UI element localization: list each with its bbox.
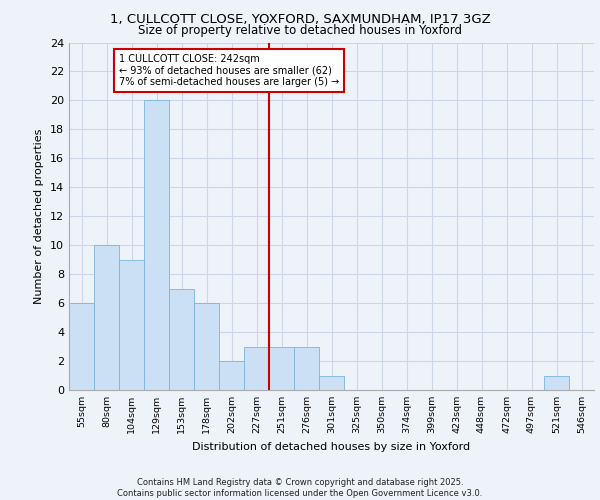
Bar xyxy=(169,288,194,390)
Bar xyxy=(319,376,344,390)
Y-axis label: Number of detached properties: Number of detached properties xyxy=(34,128,44,304)
Bar xyxy=(219,361,244,390)
Bar xyxy=(269,346,294,390)
Bar xyxy=(69,303,94,390)
Bar xyxy=(94,245,119,390)
Bar xyxy=(119,260,144,390)
Text: 1, CULLCOTT CLOSE, YOXFORD, SAXMUNDHAM, IP17 3GZ: 1, CULLCOTT CLOSE, YOXFORD, SAXMUNDHAM, … xyxy=(110,12,490,26)
Bar xyxy=(194,303,219,390)
Text: Contains HM Land Registry data © Crown copyright and database right 2025.
Contai: Contains HM Land Registry data © Crown c… xyxy=(118,478,482,498)
Bar xyxy=(244,346,269,390)
Text: 1 CULLCOTT CLOSE: 242sqm
← 93% of detached houses are smaller (62)
7% of semi-de: 1 CULLCOTT CLOSE: 242sqm ← 93% of detach… xyxy=(119,54,339,88)
Bar xyxy=(144,100,169,390)
Bar xyxy=(294,346,319,390)
X-axis label: Distribution of detached houses by size in Yoxford: Distribution of detached houses by size … xyxy=(193,442,470,452)
Bar xyxy=(544,376,569,390)
Text: Size of property relative to detached houses in Yoxford: Size of property relative to detached ho… xyxy=(138,24,462,37)
